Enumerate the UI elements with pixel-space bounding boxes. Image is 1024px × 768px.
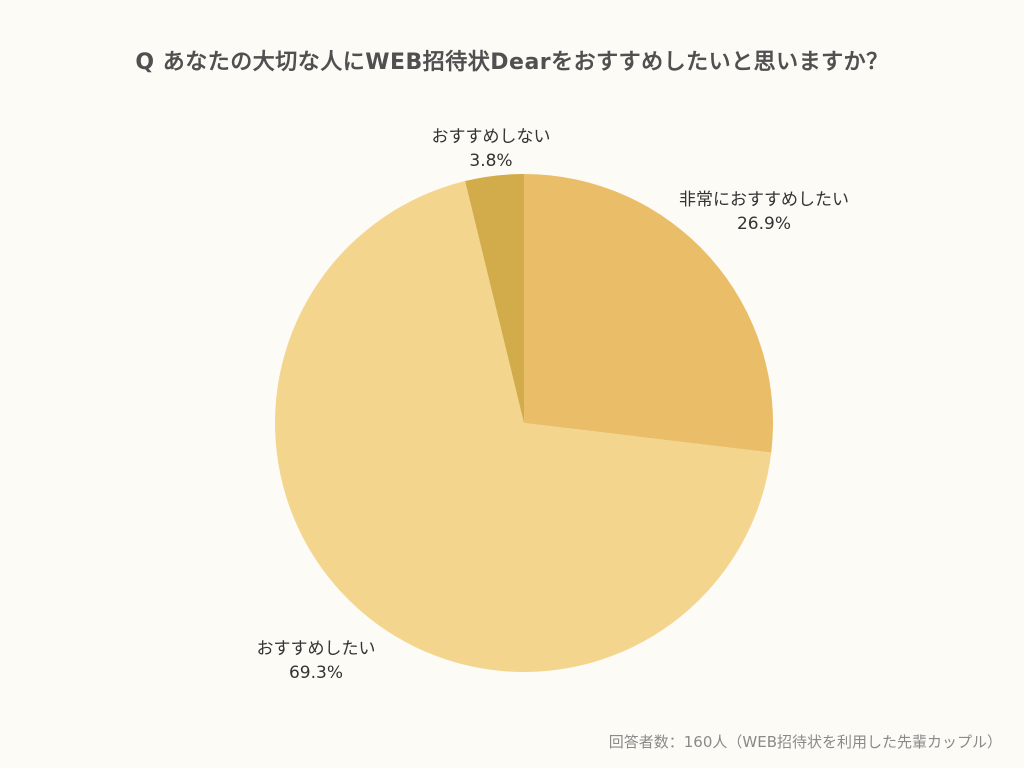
pie-labels: 非常におすすめしたい 26.9% おすすめしたい 69.3% おすすめしない 3.8% — [257, 127, 850, 683]
pie-slice — [275, 181, 772, 672]
slice-percent-label: 3.8% — [469, 151, 512, 171]
slice-category-label: おすすめしたい — [257, 639, 376, 659]
pie-slices — [275, 173, 774, 672]
slice-percent-label: 26.9% — [737, 214, 791, 234]
chart-title: Q あなたの大切な人にWEB招待状Dearをおすすめしたいと思いますか？ — [135, 50, 889, 75]
slice-percent-label: 69.3% — [289, 663, 343, 683]
slice-category-label: 非常におすすめしたい — [679, 190, 849, 210]
slice-category-label: おすすめしない — [432, 127, 551, 147]
pie-slice — [524, 173, 774, 453]
pie-slice — [465, 174, 524, 423]
respondent-note: 回答者数：160人（WEB招待状を利用した先輩カップル） — [608, 733, 1002, 751]
